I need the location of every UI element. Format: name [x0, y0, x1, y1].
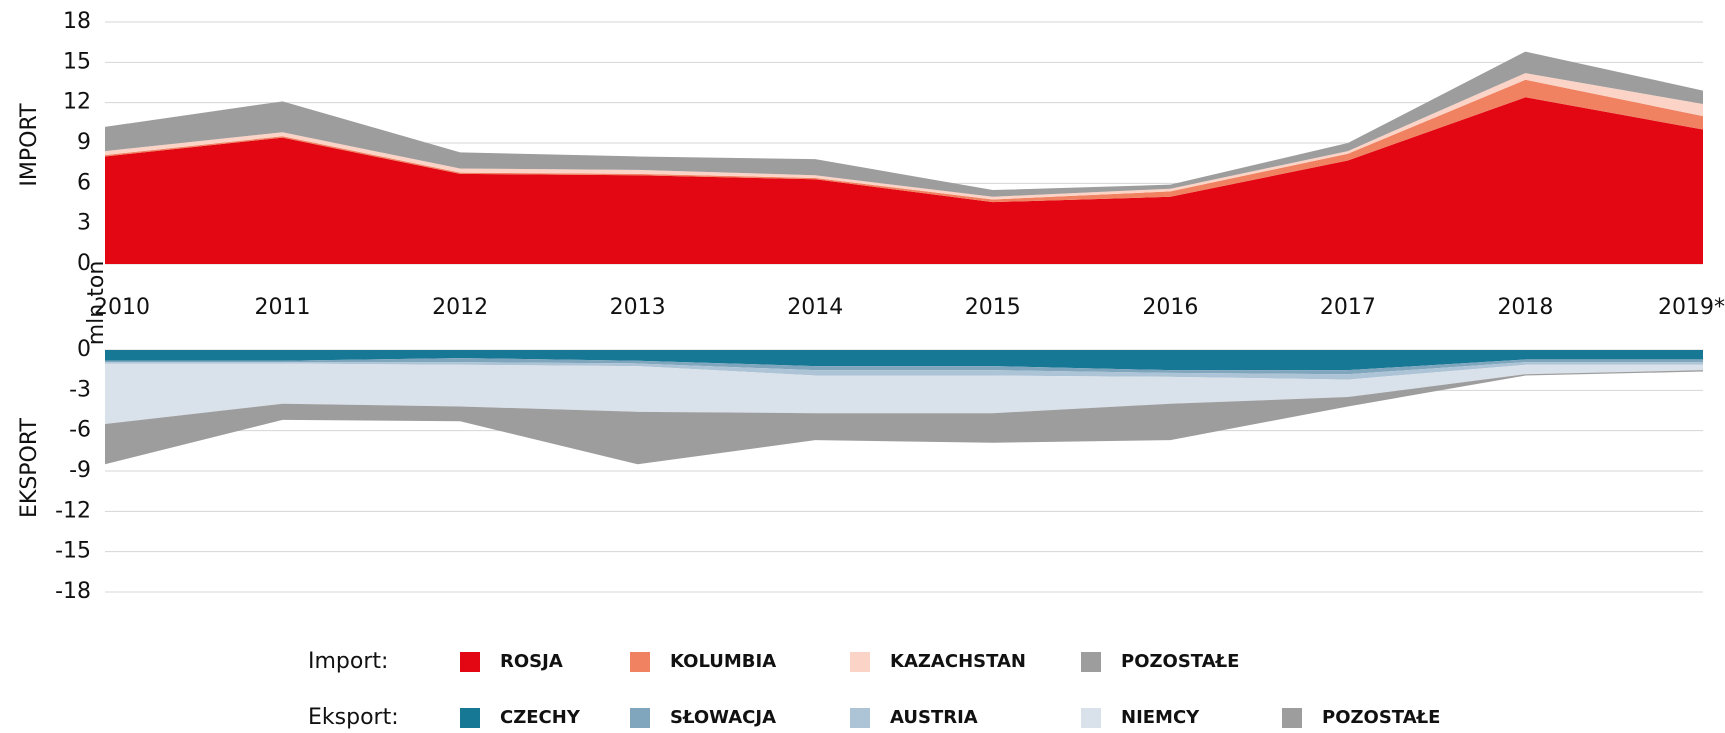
x-tick-label: 2015 [965, 295, 1021, 320]
legend-label: SŁOWACJA [670, 707, 776, 728]
y-tick-label: 3 [77, 211, 91, 236]
y-tick-label: -18 [55, 579, 91, 604]
x-tick-label: 2018 [1497, 295, 1553, 320]
legend-swatch [850, 708, 870, 728]
area [105, 97, 1703, 265]
legend-label: POZOSTAŁE [1121, 651, 1239, 672]
y-tick-label: 9 [77, 130, 91, 155]
legend-label: KAZACHSTAN [890, 651, 1026, 672]
legend-swatch [630, 652, 650, 672]
legend-swatch [460, 708, 480, 728]
area [105, 79, 1703, 203]
x-tick-label: 2012 [432, 295, 488, 320]
area [105, 370, 1703, 465]
x-tick-label: 2017 [1320, 295, 1376, 320]
legend-swatch [1282, 708, 1302, 728]
y-tick-label: -15 [55, 539, 91, 564]
y-tick-label: 0 [77, 251, 91, 276]
legend-label: AUSTRIA [890, 707, 978, 728]
y-tick-label: -9 [69, 458, 91, 483]
x-tick-label: 2019* [1658, 295, 1725, 320]
legend-title: Import: [308, 649, 388, 674]
legend-swatch [460, 652, 480, 672]
legend-label: POZOSTAŁE [1322, 707, 1440, 728]
y-tick-label: 12 [63, 90, 91, 115]
x-tick-label: 2010 [94, 295, 150, 320]
legend-swatch [850, 652, 870, 672]
y-tick-label: -12 [55, 498, 91, 523]
y-tick-label: -3 [69, 377, 91, 402]
area [105, 73, 1703, 200]
y-axis-label: EKSPORT [17, 417, 42, 518]
legend-label: NIEMCY [1121, 707, 1200, 728]
legend-swatch [1081, 652, 1101, 672]
legend-title: Eksport: [308, 705, 399, 730]
legend-swatch [1081, 708, 1101, 728]
legend-swatch [630, 708, 650, 728]
area [105, 358, 1703, 375]
x-tick-label: 2011 [255, 295, 311, 320]
legend-label: ROSJA [500, 651, 563, 672]
y-tick-label: 6 [77, 170, 91, 195]
legend-label: CZECHY [500, 707, 581, 728]
y-tick-label: 15 [63, 49, 91, 74]
y-axis-label: IMPORT [17, 103, 42, 187]
x-tick-label: 2016 [1142, 295, 1198, 320]
area [105, 350, 1703, 371]
y-tick-label: 0 [77, 337, 91, 362]
y-tick-label: -6 [69, 418, 91, 443]
legend-label: KOLUMBIA [670, 651, 776, 672]
area [105, 363, 1703, 424]
y-tick-label: 18 [63, 9, 91, 34]
unit-label: mln ton [84, 261, 109, 346]
area [105, 362, 1703, 380]
x-tick-label: 2014 [787, 295, 843, 320]
x-tick-label: 2013 [610, 295, 666, 320]
area [105, 51, 1703, 197]
